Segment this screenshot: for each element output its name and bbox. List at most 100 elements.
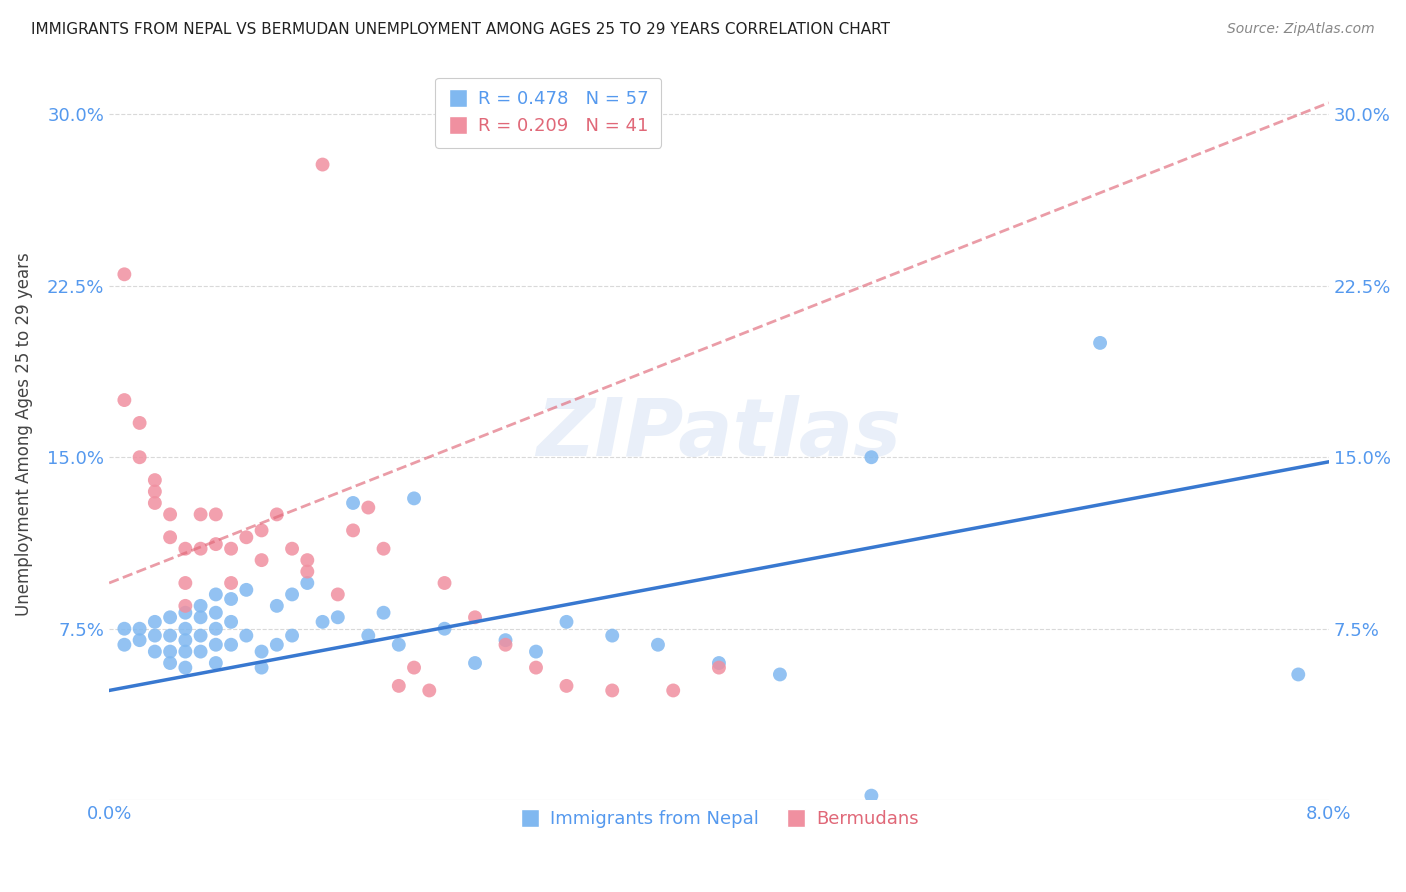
Point [219, 576, 242, 591]
Point [159, 508, 181, 522]
Point [860, 450, 883, 465]
Point [388, 679, 411, 693]
Point [297, 565, 319, 579]
Text: ZIPatlas: ZIPatlas [537, 395, 901, 474]
Point [495, 633, 517, 648]
Point [190, 541, 212, 556]
Point [297, 553, 319, 567]
Point [128, 622, 150, 636]
Point [860, 789, 883, 803]
Point [373, 606, 395, 620]
Point [235, 582, 257, 597]
Point [311, 615, 333, 629]
Point [707, 660, 730, 674]
Legend: Immigrants from Nepal, Bermudans: Immigrants from Nepal, Bermudans [512, 803, 927, 835]
Point [281, 629, 304, 643]
Point [205, 606, 228, 620]
Point [1088, 335, 1111, 350]
Point [205, 638, 228, 652]
Point [373, 541, 395, 556]
Point [219, 638, 242, 652]
Point [219, 541, 242, 556]
Point [235, 629, 257, 643]
Point [159, 530, 181, 544]
Point [174, 599, 197, 613]
Point [112, 268, 135, 282]
Point [174, 606, 197, 620]
Point [159, 656, 181, 670]
Point [190, 508, 212, 522]
Point [250, 524, 273, 538]
Point [143, 496, 166, 510]
Point [1286, 667, 1309, 681]
Point [174, 576, 197, 591]
Point [464, 610, 486, 624]
Point [297, 576, 319, 591]
Point [281, 587, 304, 601]
Point [112, 393, 135, 408]
Point [205, 587, 228, 601]
Point [769, 667, 792, 681]
Point [311, 157, 333, 171]
Point [600, 629, 623, 643]
Point [266, 638, 288, 652]
Point [555, 615, 578, 629]
Point [342, 496, 364, 510]
Point [128, 416, 150, 430]
Point [174, 660, 197, 674]
Point [662, 683, 685, 698]
Point [128, 450, 150, 465]
Point [266, 599, 288, 613]
Point [205, 508, 228, 522]
Point [174, 644, 197, 658]
Point [418, 683, 440, 698]
Point [159, 610, 181, 624]
Point [266, 508, 288, 522]
Point [600, 683, 623, 698]
Point [433, 622, 456, 636]
Point [174, 541, 197, 556]
Point [190, 629, 212, 643]
Point [143, 629, 166, 643]
Point [219, 592, 242, 607]
Point [159, 629, 181, 643]
Point [647, 638, 669, 652]
Point [281, 541, 304, 556]
Point [342, 524, 364, 538]
Point [555, 679, 578, 693]
Point [707, 656, 730, 670]
Point [205, 537, 228, 551]
Point [250, 660, 273, 674]
Point [205, 656, 228, 670]
Point [357, 500, 380, 515]
Point [205, 622, 228, 636]
Point [174, 622, 197, 636]
Point [174, 633, 197, 648]
Point [357, 629, 380, 643]
Point [235, 530, 257, 544]
Point [143, 473, 166, 487]
Point [495, 638, 517, 652]
Point [128, 633, 150, 648]
Point [388, 638, 411, 652]
Point [159, 644, 181, 658]
Point [143, 615, 166, 629]
Point [464, 656, 486, 670]
Point [190, 644, 212, 658]
Point [143, 484, 166, 499]
Point [326, 587, 349, 601]
Point [524, 660, 547, 674]
Text: IMMIGRANTS FROM NEPAL VS BERMUDAN UNEMPLOYMENT AMONG AGES 25 TO 29 YEARS CORRELA: IMMIGRANTS FROM NEPAL VS BERMUDAN UNEMPL… [31, 22, 890, 37]
Point [524, 644, 547, 658]
Point [190, 610, 212, 624]
Point [143, 644, 166, 658]
Text: Source: ZipAtlas.com: Source: ZipAtlas.com [1227, 22, 1375, 37]
Point [250, 553, 273, 567]
Point [190, 599, 212, 613]
Y-axis label: Unemployment Among Ages 25 to 29 years: Unemployment Among Ages 25 to 29 years [15, 252, 32, 616]
Point [112, 622, 135, 636]
Point [402, 491, 425, 506]
Point [402, 660, 425, 674]
Point [326, 610, 349, 624]
Point [112, 638, 135, 652]
